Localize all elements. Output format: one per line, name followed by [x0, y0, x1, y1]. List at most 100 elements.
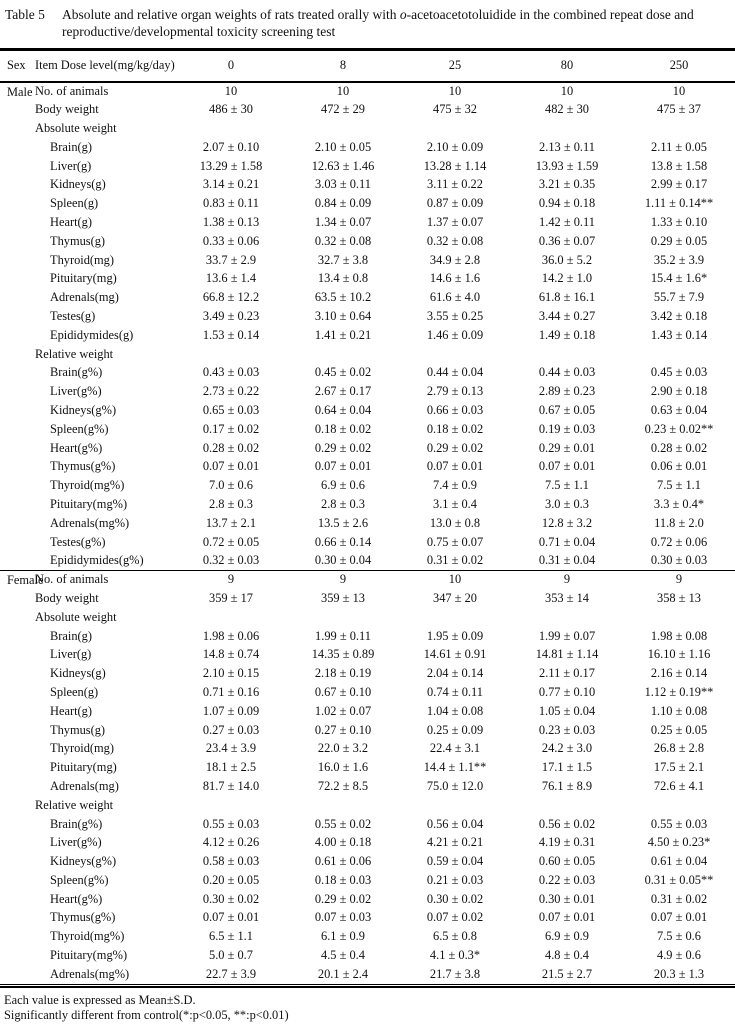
table-row: Thymus(g%) 0.07 ± 0.01 0.07 ± 0.03 0.07 ± 0…	[0, 909, 735, 928]
value-cell: 3.03 ± 0.11	[315, 177, 371, 192]
value-cell: 3.10 ± 0.64	[314, 308, 372, 323]
sex-label: Female	[0, 569, 43, 984]
row-label: Absolute weight	[35, 121, 117, 136]
header-row: Sex Item Dose level(mg/kg/day) 0 8 25 80…	[0, 50, 735, 83]
value-cell: 10	[399, 569, 511, 590]
value-cell: 0.67 ± 0.10	[314, 684, 372, 699]
row-label: No. of animals	[35, 569, 175, 590]
value-cell	[399, 796, 511, 815]
value-cell	[287, 796, 399, 815]
value-cell: 1.38 ± 0.13	[202, 215, 260, 229]
table-row: Heart(g%) 0.30 ± 0.02 0.29 ± 0.02 0.30 ± 0.…	[0, 890, 735, 909]
value-cell: 6.1 ± 0.9	[321, 929, 365, 944]
value-cell: 3.44 ± 0.27	[538, 308, 596, 323]
value-cell: 1.34 ± 0.07	[314, 215, 372, 229]
value-cell: 0.19 ± 0.03	[538, 421, 596, 436]
value-cell: 0.66 ± 0.14	[314, 534, 372, 549]
value-cell	[511, 796, 623, 815]
value-cell: 0.66 ± 0.03	[426, 402, 484, 417]
row-label: Thyroid(mg%)	[50, 478, 125, 493]
table-row: Kidneys(g%) 0.58 ± 0.03 0.61 ± 0.06 0.59 ± …	[0, 852, 735, 871]
value-cell: 3.21 ± 0.35	[538, 177, 596, 192]
value-cell: 0.60 ± 0.05	[538, 854, 596, 869]
value-cell: 0.21 ± 0.03	[426, 872, 484, 887]
value-cell: 0.77 ± 0.10	[538, 684, 596, 699]
value-cell: 0.59 ± 0.04	[426, 854, 484, 869]
value-cell: 0.33 ± 0.06	[202, 233, 260, 248]
table-row: Male No. of animals 10 10 10 10 10	[0, 82, 735, 101]
value-cell: 0.43 ± 0.03	[202, 365, 260, 380]
table-row: Thymus(g) 0.33 ± 0.06 0.32 ± 0.08 0.32 ± 0.…	[0, 232, 735, 251]
value-cell: 3.55 ± 0.25	[426, 308, 484, 323]
value-cell: 475 ± 37	[657, 102, 701, 117]
table-row: Kidneys(g%) 0.65 ± 0.03 0.64 ± 0.04 0.66 ± …	[0, 401, 735, 420]
value-cell: 0.32 ± 0.08	[426, 233, 484, 248]
value-cell: 3.11 ± 0.22	[427, 177, 483, 192]
value-cell: 61.6 ± 4.0	[429, 290, 481, 305]
value-cell: 0.07 ± 0.03	[314, 910, 372, 925]
value-cell: 0.55 ± 0.03	[650, 816, 708, 831]
value-cell: 0.07 ± 0.01	[202, 910, 260, 925]
value-cell: 32.7 ± 3.8	[317, 252, 369, 267]
value-cell: 1.12 ± 0.19**	[644, 684, 714, 699]
value-cell	[399, 119, 511, 138]
value-cell: 347 ± 20	[433, 590, 477, 605]
row-label: Thyroid(mg%)	[50, 929, 125, 944]
value-cell: 1.33 ± 0.10	[650, 215, 708, 229]
value-cell: 75.0 ± 12.0	[426, 778, 484, 793]
value-cell: 472 ± 29	[321, 102, 365, 117]
table-row: Brain(g) 2.07 ± 0.10 2.10 ± 0.05 2.10 ± 0.0…	[0, 138, 735, 157]
row-label: Relative weight	[35, 797, 114, 812]
value-cell: 4.00 ± 0.18	[314, 835, 372, 850]
value-cell: 13.28 ± 1.14	[423, 158, 487, 173]
footnote-significance: Significantly different from control(*:p…	[4, 1008, 289, 1023]
table-top-rule	[0, 47, 735, 51]
value-cell: 2.10 ± 0.09	[426, 139, 484, 154]
value-cell: 16.0 ± 1.6	[317, 760, 369, 775]
value-cell: 1.53 ± 0.14	[202, 327, 260, 342]
value-cell: 1.99 ± 0.11	[315, 628, 371, 643]
value-cell: 2.13 ± 0.11	[539, 139, 595, 154]
value-cell: 359 ± 13	[321, 590, 365, 605]
value-cell: 2.89 ± 0.23	[538, 384, 596, 399]
value-cell: 10	[336, 83, 350, 98]
table-row: Relative weight	[0, 796, 735, 815]
value-cell: 0.65 ± 0.03	[202, 402, 260, 417]
value-cell: 2.04 ± 0.14	[426, 666, 484, 681]
value-cell: 35.2 ± 3.9	[653, 252, 705, 267]
value-cell	[287, 345, 399, 364]
value-cell: 0.56 ± 0.02	[538, 816, 596, 831]
value-cell: 0.07 ± 0.01	[426, 459, 484, 474]
table-row: Spleen(g%) 0.17 ± 0.02 0.18 ± 0.02 0.18 ± 0…	[0, 420, 735, 439]
value-cell: 0.07 ± 0.01	[202, 459, 260, 474]
value-cell: 1.46 ± 0.09	[426, 327, 484, 342]
value-cell: 13.8 ± 1.58	[650, 158, 708, 173]
value-cell: 0.27 ± 0.03	[202, 722, 260, 737]
value-cell: 21.7 ± 3.8	[429, 966, 481, 981]
value-cell: 0.29 ± 0.05	[650, 233, 708, 248]
row-label: Relative weight	[35, 346, 114, 361]
value-cell: 72.2 ± 8.5	[317, 778, 369, 793]
value-cell: 15.4 ± 1.6*	[650, 271, 708, 286]
row-label: Epididymides(g)	[50, 327, 134, 342]
row-label: Epididymides(g%)	[50, 553, 144, 568]
value-cell: 4.12 ± 0.26	[202, 835, 260, 850]
value-cell	[287, 608, 399, 627]
row-label: Brain(g%)	[50, 365, 103, 380]
value-cell: 0.07 ± 0.01	[650, 910, 708, 925]
value-cell: 0.30 ± 0.01	[538, 891, 596, 906]
value-cell: 359 ± 17	[209, 590, 253, 605]
value-cell: 0.27 ± 0.10	[314, 722, 372, 737]
value-cell: 22.7 ± 3.9	[205, 966, 257, 981]
value-cell: 0.29 ± 0.02	[314, 891, 372, 906]
value-cell: 1.95 ± 0.09	[426, 628, 484, 643]
caption-italic-compound-prefix: o	[399, 7, 407, 22]
table-row: Heart(g) 1.38 ± 0.13 1.34 ± 0.07 1.37 ± 0.0…	[0, 213, 735, 232]
row-label: Thymus(g%)	[50, 459, 116, 474]
row-label: Liver(g%)	[50, 835, 102, 850]
row-label: Pituitary(mg)	[50, 271, 117, 286]
value-cell: 0.63 ± 0.04	[650, 402, 708, 417]
value-cell: 2.07 ± 0.10	[202, 139, 260, 154]
value-cell	[623, 345, 735, 364]
table-row: Testes(g%) 0.72 ± 0.05 0.66 ± 0.14 0.75 ± 0…	[0, 533, 735, 552]
